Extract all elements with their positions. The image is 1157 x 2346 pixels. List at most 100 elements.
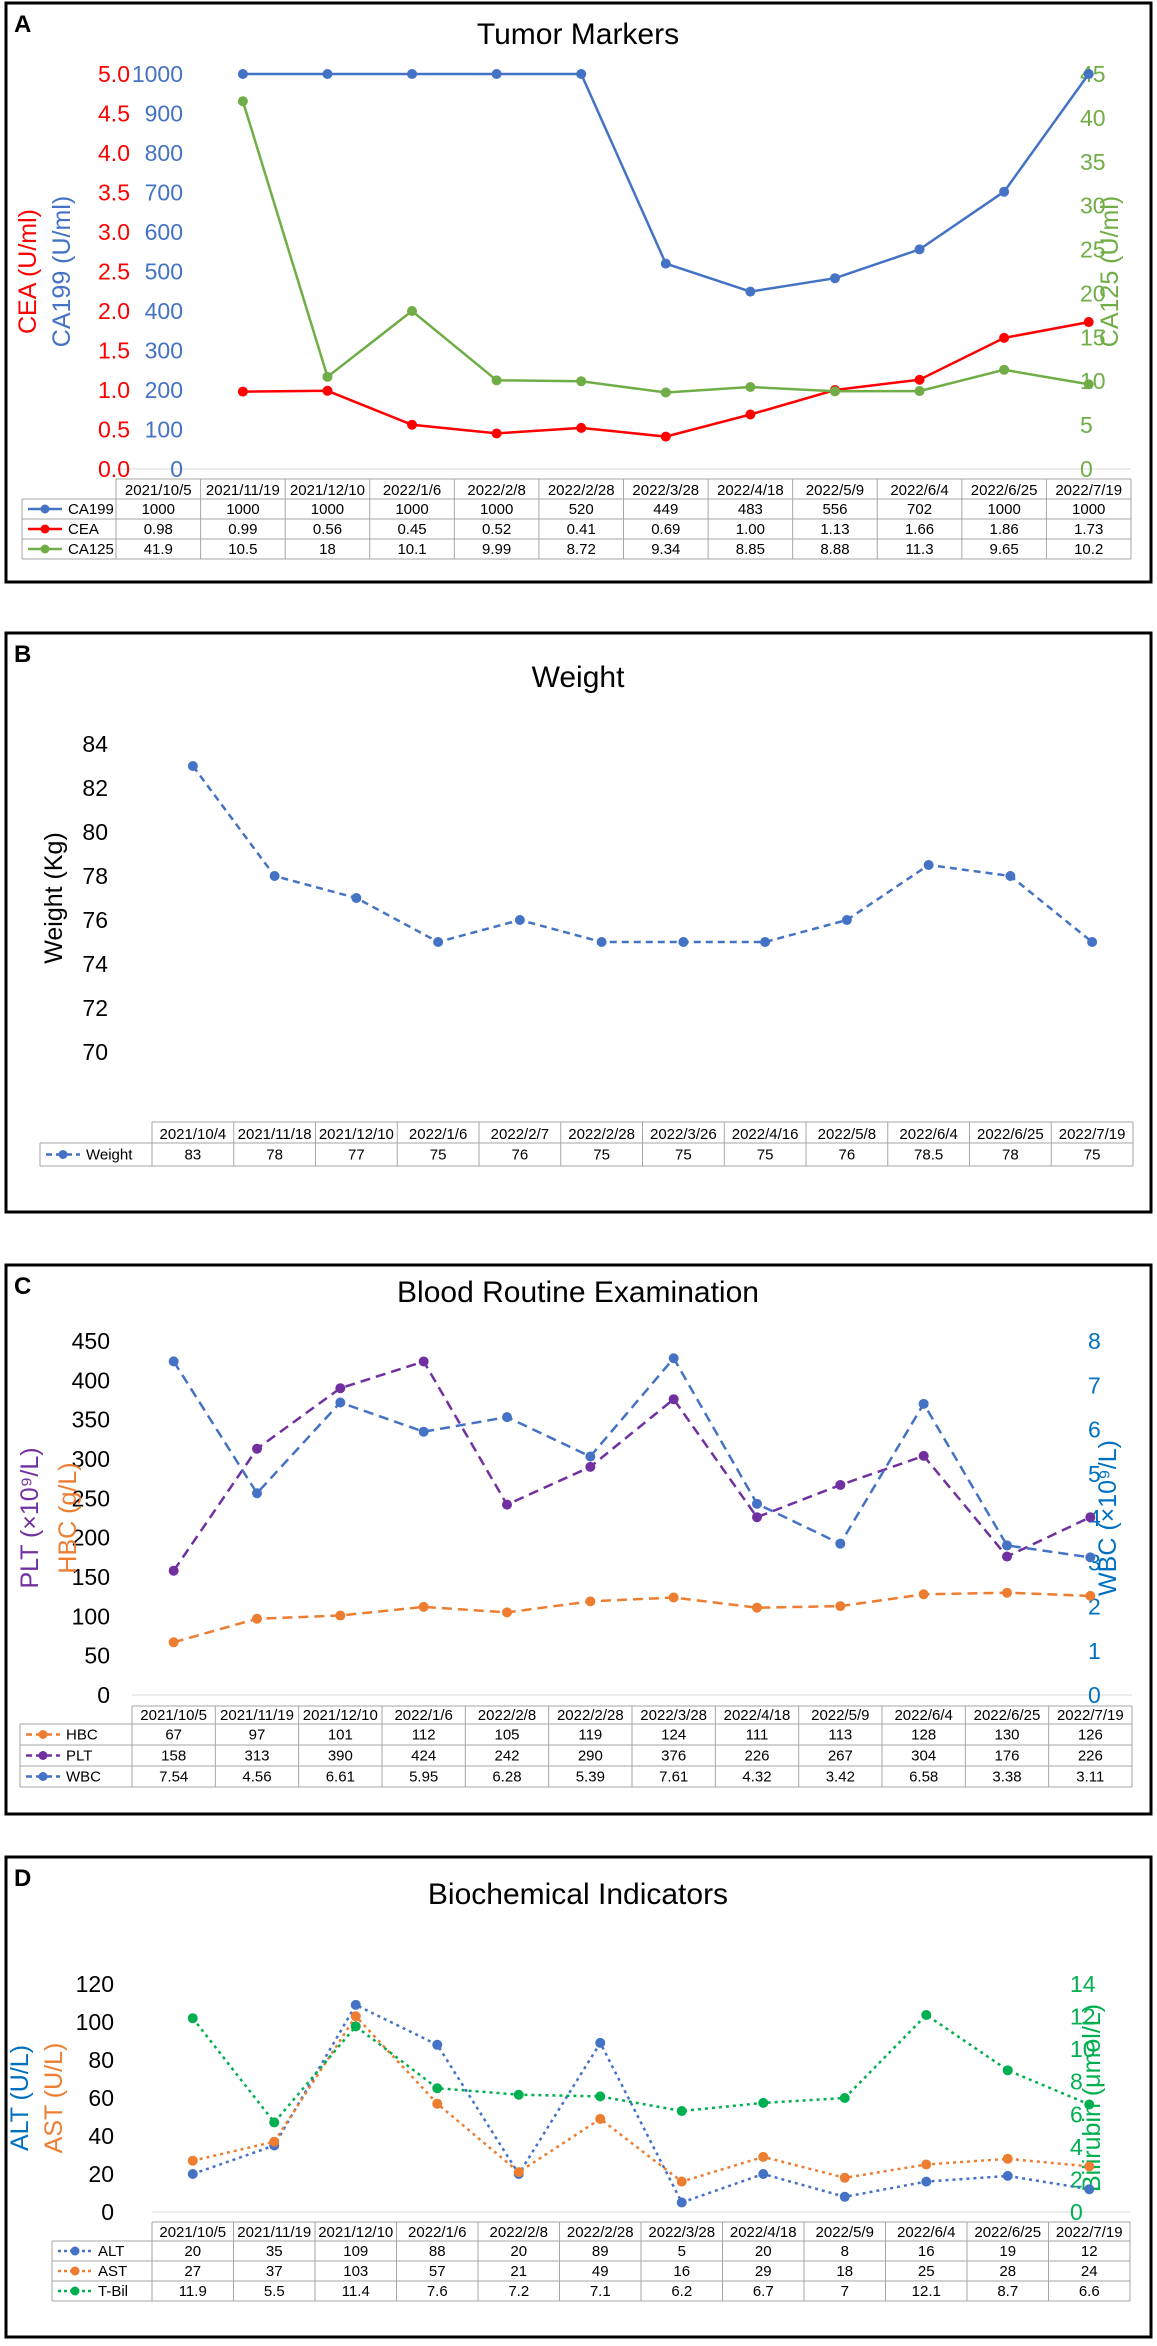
table-header-date: 2022/4/16 — [732, 1126, 799, 1143]
biochemical-chart: D Biochemical Indicators02040608010012002… — [4, 1855, 1153, 2339]
table-header-date: 2022/7/19 — [1059, 1126, 1126, 1143]
data-point-ca199 — [407, 69, 418, 79]
table-header-date: 2022/2/8 — [478, 1707, 536, 1724]
data-point-plt — [585, 1461, 596, 1472]
legend-key-marker — [70, 2266, 80, 2276]
y2-tick-label: 0 — [170, 456, 183, 482]
table-cell-value: 11.3 — [905, 541, 933, 558]
table-cell-value: 78 — [266, 1147, 283, 1164]
data-point-ca125 — [745, 382, 756, 393]
data-point-cea — [407, 419, 418, 430]
y1-tick-label: 80 — [82, 819, 108, 845]
table-cell-value: 1000 — [142, 501, 175, 518]
legend-key-marker — [70, 2286, 80, 2296]
y1-tick-label: 4.5 — [98, 101, 130, 127]
data-point-ca199 — [1083, 69, 1094, 79]
legend-label: CA125 — [68, 541, 114, 558]
data-point-ca125 — [1083, 379, 1094, 390]
table-cell-value: 5.39 — [576, 1769, 605, 1786]
data-point-alt — [1002, 2170, 1013, 2181]
table-cell-value: 124 — [661, 1727, 686, 1744]
legend-label: AST — [98, 2263, 127, 2280]
data-point-weight — [678, 937, 689, 947]
data-point-wbc — [1085, 1552, 1096, 1563]
data-point-ca199 — [745, 286, 756, 297]
data-point-weight — [760, 937, 771, 947]
data-point-hbc — [918, 1589, 929, 1600]
y1-tick-label: 150 — [72, 1564, 110, 1590]
table-cell-value: 6.28 — [492, 1769, 521, 1786]
data-point-wbc — [1002, 1540, 1012, 1551]
data-point-alt — [758, 2169, 769, 2179]
data-point-ca199 — [576, 69, 587, 79]
panel-label: A — [14, 11, 31, 38]
legend-key-marker — [58, 1150, 68, 1159]
table-cell-value: 1.66 — [905, 521, 934, 538]
blood-routine-chart: C Blood Routine Examination05010015020025… — [4, 1263, 1153, 1816]
table-cell-value: 1000 — [395, 501, 428, 518]
table-cell-value: 111 — [746, 1727, 769, 1744]
table-cell-value: 3.38 — [992, 1769, 1021, 1786]
y1-tick-label: 76 — [82, 907, 108, 933]
data-point-plt — [168, 1565, 179, 1576]
table-header-date: 2021/12/10 — [319, 1126, 394, 1143]
y1-tick-label: 74 — [82, 951, 108, 977]
table-cell-value: 390 — [328, 1748, 353, 1765]
table-cell-value: 1.13 — [820, 521, 849, 538]
table-header-date: 2021/11/19 — [206, 482, 280, 499]
data-point-ast — [1084, 2161, 1095, 2172]
legend-label: CA199 — [68, 501, 114, 518]
table-cell-value: 8.85 — [736, 541, 765, 558]
data-point-t-bil — [758, 2097, 769, 2108]
table-header-date: 2022/2/28 — [548, 482, 615, 499]
table-cell-value: 75 — [1084, 1147, 1101, 1164]
table-cell-value: 130 — [994, 1727, 1019, 1744]
data-point-wbc — [168, 1356, 179, 1367]
chart-title: Blood Routine Examination — [397, 1276, 759, 1309]
data-point-t-bil — [839, 2093, 850, 2103]
table-cell-value: 0.69 — [651, 521, 680, 538]
panel-frame — [4, 1855, 1153, 2339]
table-cell-value: 12 — [1081, 2243, 1098, 2260]
data-point-cea — [237, 386, 248, 397]
table-cell-value: 10.1 — [397, 541, 426, 558]
y3-tick-label: 25 — [1080, 237, 1106, 263]
y1-tick-label: 120 — [76, 1971, 114, 1997]
table-cell-value: 1000 — [987, 501, 1020, 518]
data-point-ast — [350, 2011, 361, 2022]
legend-label: CEA — [68, 521, 99, 538]
data-point-weight — [269, 871, 280, 881]
table-cell-value: 7.61 — [659, 1769, 688, 1786]
panel-frame — [4, 1263, 1153, 1816]
table-cell-value: 3.42 — [826, 1769, 855, 1786]
y2-tick-label: 700 — [145, 180, 183, 206]
data-point-plt — [752, 1512, 762, 1523]
data-point-ca125 — [237, 96, 248, 107]
data-point-plt — [1002, 1551, 1012, 1562]
series-line-t-bil — [191, 2013, 1090, 2125]
legend-label: T-Bil — [98, 2283, 128, 2300]
table-cell-value: 6.58 — [909, 1769, 938, 1786]
y1-tick-label: 1.5 — [98, 338, 130, 364]
table-cell-value: 18 — [836, 2263, 853, 2280]
y1-tick-label: 250 — [72, 1485, 110, 1511]
table-header-date: 2022/6/4 — [899, 1126, 957, 1143]
data-point-ca125 — [491, 375, 502, 386]
data-point-plt — [252, 1443, 262, 1454]
data-point-ca125 — [914, 386, 925, 397]
table-cell-value: 0.56 — [313, 521, 342, 538]
data-point-hbc — [835, 1601, 846, 1612]
table-cell-value: 105 — [494, 1727, 519, 1744]
table-cell-value: 75 — [757, 1147, 774, 1164]
y2r-tick-label: 14 — [1070, 1971, 1096, 1997]
legend-label: WBC — [66, 1769, 101, 1786]
data-point-alt — [187, 2169, 198, 2179]
panel-label: D — [14, 1865, 31, 1892]
y2r-tick-label: 7 — [1088, 1372, 1101, 1398]
table-cell-value: 304 — [911, 1748, 936, 1765]
table-cell-value: 109 — [343, 2243, 368, 2260]
table-header-date: 2022/6/25 — [971, 482, 1038, 499]
y1-tick-label: 100 — [76, 2009, 114, 2035]
weight-chart: B Weight 70 72 74 76 78 80 82 84 Weight (Kg) 2021/1… — [4, 631, 1153, 1214]
table-cell-value: 8 — [841, 2243, 849, 2260]
